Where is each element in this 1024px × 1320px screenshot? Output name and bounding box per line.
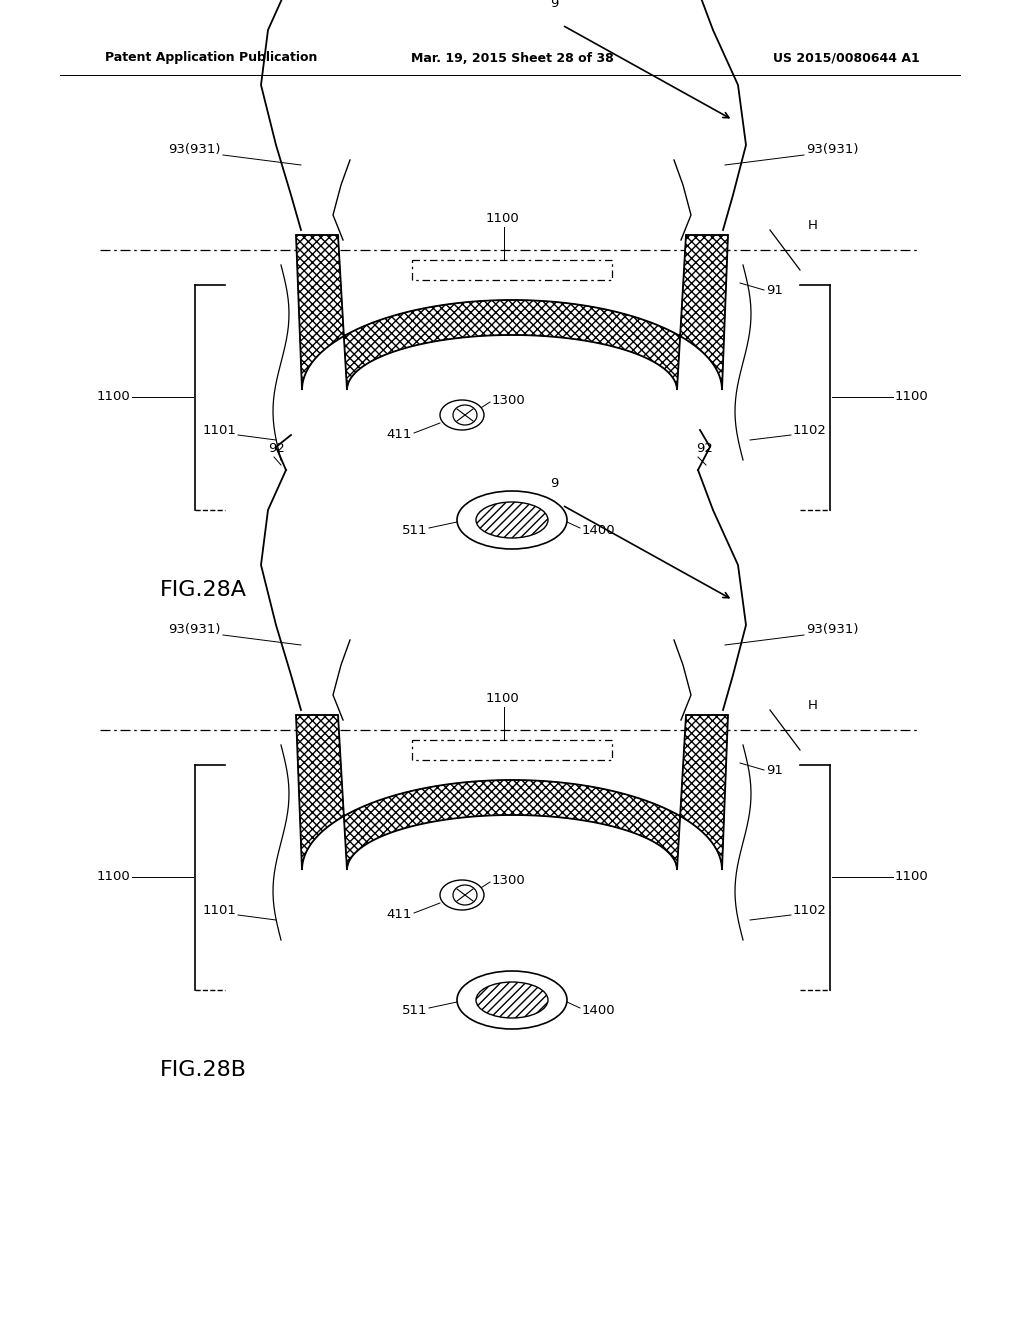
Text: 93(931): 93(931) bbox=[806, 144, 858, 157]
Ellipse shape bbox=[440, 880, 484, 909]
Text: 1100: 1100 bbox=[96, 870, 130, 883]
Text: FIG.28A: FIG.28A bbox=[160, 579, 247, 601]
Text: 1101: 1101 bbox=[202, 424, 236, 437]
Bar bbox=[412, 260, 612, 280]
Text: 1100: 1100 bbox=[895, 391, 929, 404]
Text: 511: 511 bbox=[401, 1003, 427, 1016]
Ellipse shape bbox=[457, 491, 567, 549]
Text: 1100: 1100 bbox=[485, 213, 519, 224]
Text: 91: 91 bbox=[766, 763, 783, 776]
Text: 1101: 1101 bbox=[202, 903, 236, 916]
Text: 92: 92 bbox=[268, 442, 285, 455]
Text: 9: 9 bbox=[550, 477, 558, 490]
Text: 1102: 1102 bbox=[793, 424, 826, 437]
Text: 9: 9 bbox=[550, 0, 558, 11]
Polygon shape bbox=[296, 715, 728, 870]
Ellipse shape bbox=[476, 982, 548, 1018]
Text: 92: 92 bbox=[696, 442, 713, 455]
Ellipse shape bbox=[453, 405, 477, 425]
Ellipse shape bbox=[453, 884, 477, 906]
Text: 93(931): 93(931) bbox=[806, 623, 858, 636]
Text: 1102: 1102 bbox=[793, 903, 826, 916]
Polygon shape bbox=[296, 235, 728, 389]
Text: 1400: 1400 bbox=[582, 524, 615, 536]
Text: 1100: 1100 bbox=[895, 870, 929, 883]
Text: 91: 91 bbox=[766, 284, 783, 297]
Text: 1100: 1100 bbox=[96, 391, 130, 404]
Text: Mar. 19, 2015 Sheet 28 of 38: Mar. 19, 2015 Sheet 28 of 38 bbox=[411, 51, 613, 65]
Text: 93(931): 93(931) bbox=[169, 623, 221, 636]
Ellipse shape bbox=[457, 972, 567, 1030]
Text: 93(931): 93(931) bbox=[169, 144, 221, 157]
Ellipse shape bbox=[476, 502, 548, 539]
Ellipse shape bbox=[440, 400, 484, 430]
Bar bbox=[412, 741, 612, 760]
Text: 411: 411 bbox=[387, 429, 412, 441]
Text: Patent Application Publication: Patent Application Publication bbox=[105, 51, 317, 65]
Text: 1400: 1400 bbox=[582, 1003, 615, 1016]
Text: 1300: 1300 bbox=[492, 393, 525, 407]
Text: 511: 511 bbox=[401, 524, 427, 536]
Text: H: H bbox=[808, 700, 818, 711]
Text: 411: 411 bbox=[387, 908, 412, 921]
Text: US 2015/0080644 A1: US 2015/0080644 A1 bbox=[773, 51, 920, 65]
Text: 1300: 1300 bbox=[492, 874, 525, 887]
Text: FIG.28B: FIG.28B bbox=[160, 1060, 247, 1080]
Text: 1100: 1100 bbox=[485, 692, 519, 705]
Text: H: H bbox=[808, 219, 818, 232]
